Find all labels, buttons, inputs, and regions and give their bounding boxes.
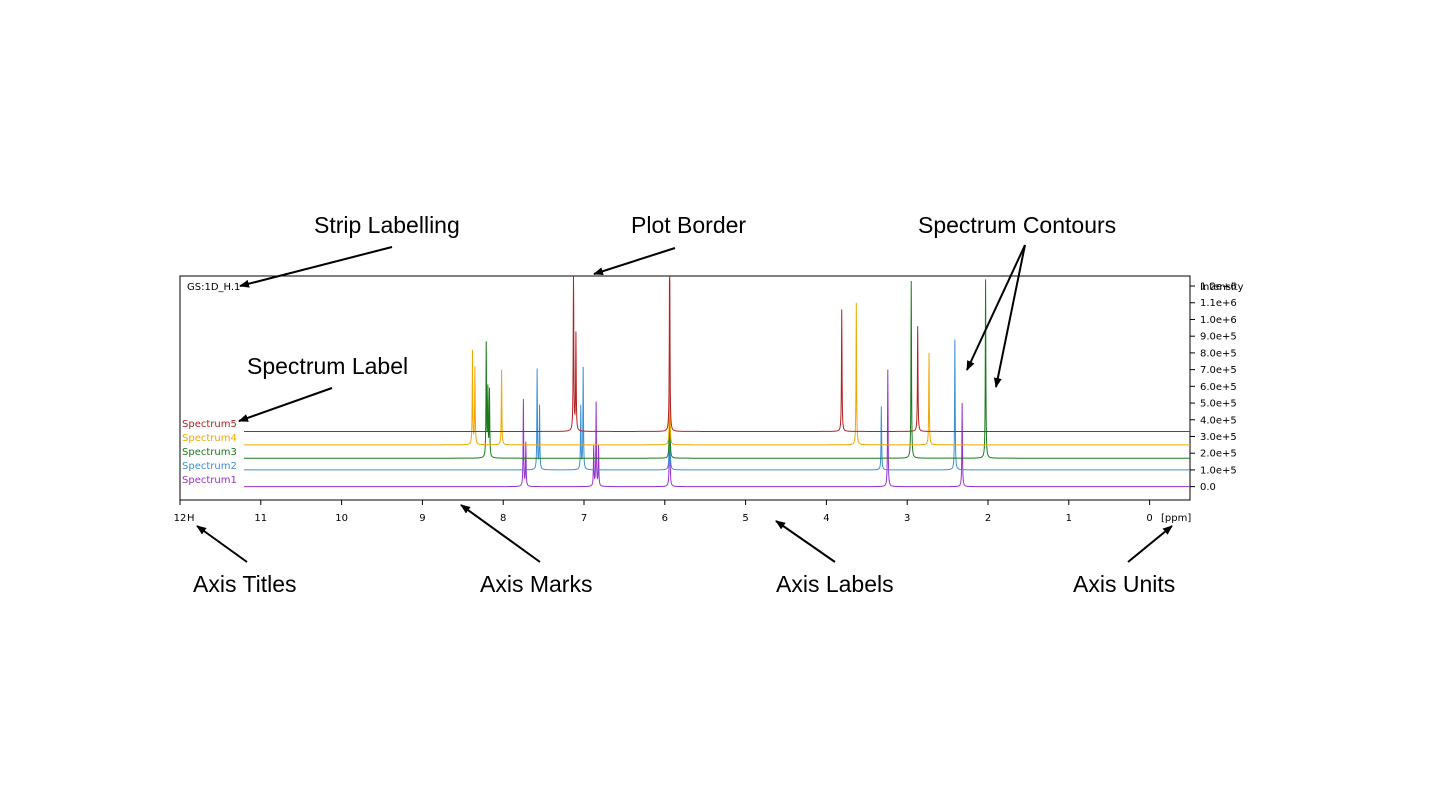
x-axis-unit: [ppm] — [1161, 513, 1191, 524]
callout-plot-border: Plot Border — [631, 212, 746, 238]
spectrum-label-5: Spectrum5 — [182, 419, 237, 430]
x-tick-label: 8 — [500, 513, 506, 524]
y-tick-label: 7.0e+5 — [1200, 365, 1237, 376]
y-tick-label: 4.0e+5 — [1200, 415, 1237, 426]
spectrum-trace-4 — [244, 302, 1190, 446]
x-axis-ticks: 12 11 10 9 8 7 6 5 4 3 2 1 0 — [174, 500, 1153, 524]
callout-spectrum-contours: Spectrum Contours — [918, 212, 1116, 238]
y-tick-label: 3.0e+5 — [1200, 432, 1237, 443]
y-tick-label: 1.2e+6 — [1200, 282, 1237, 293]
callout-strip-labelling: Strip Labelling — [314, 212, 460, 238]
x-tick-label: 1 — [1066, 513, 1072, 524]
callout-axis-labels: Axis Labels — [776, 571, 894, 597]
x-tick-label: 0 — [1146, 513, 1152, 524]
arrow-plot-border — [593, 247, 676, 276]
x-tick-label: 2 — [985, 513, 991, 524]
x-tick-label: 10 — [335, 513, 348, 524]
spectrum-trace-1 — [244, 369, 1190, 488]
y-tick-label: 0.0 — [1200, 482, 1216, 493]
arrow-spectrum-contours-2 — [993, 244, 1026, 388]
spectrum-labels: Spectrum1 Spectrum2 Spectrum3 Spectrum4 Spec… — [182, 419, 237, 486]
plot-border — [179, 275, 1191, 501]
callout-axis-units: Axis Units — [1073, 571, 1175, 597]
spectrum-trace-5 — [244, 275, 1190, 432]
x-tick-label: 6 — [662, 513, 668, 524]
callout-spectrum-label: Spectrum Label — [247, 353, 408, 379]
x-tick-label: 11 — [254, 513, 267, 524]
y-tick-label: 6.0e+5 — [1200, 382, 1237, 393]
y-axis-title: Intensity — [1200, 282, 1244, 293]
spectrum-label-4: Spectrum4 — [182, 433, 237, 444]
x-tick-label: 7 — [581, 513, 587, 524]
spectrum-label-2: Spectrum2 — [182, 461, 237, 472]
y-tick-label: 2.0e+5 — [1200, 449, 1237, 460]
arrow-axis-titles — [196, 525, 248, 563]
spectrum-trace-2 — [244, 339, 1190, 471]
arrow-axis-marks — [460, 504, 541, 563]
y-tick-label: 9.0e+5 — [1200, 332, 1237, 343]
spectra-group — [244, 275, 1190, 488]
y-tick-label: 1.0e+5 — [1200, 465, 1237, 476]
arrow-axis-labels — [775, 520, 836, 563]
arrow-strip-labelling — [239, 246, 393, 288]
y-tick-label: 1.0e+6 — [1200, 315, 1237, 326]
y-axis-ticks: 0.0 1.0e+5 2.0e+5 3.0e+5 4.0e+5 5.0e+5 6.0e+5 7… — [1190, 282, 1237, 493]
x-tick-label: 3 — [904, 513, 910, 524]
y-tick-label: 5.0e+5 — [1200, 399, 1237, 410]
spectrum-trace-3 — [244, 279, 1190, 459]
spectrum-label-1: Spectrum1 — [182, 475, 237, 486]
y-tick-label: 1.1e+6 — [1200, 298, 1237, 309]
spectrum-label-3: Spectrum3 — [182, 447, 237, 458]
x-tick-label: 4 — [823, 513, 829, 524]
arrow-spectrum-contours-1 — [966, 244, 1026, 371]
arrow-axis-units — [1127, 525, 1173, 563]
strip-label: GS:1D_H.1 — [187, 282, 240, 293]
x-tick-label: 5 — [742, 513, 748, 524]
x-tick-label: 9 — [419, 513, 425, 524]
callout-axis-marks: Axis Marks — [480, 571, 592, 597]
callout-axis-titles: Axis Titles — [193, 571, 297, 597]
arrow-spectrum-label — [238, 387, 333, 422]
x-axis-title: H — [187, 513, 195, 524]
x-tick-label: 12 — [174, 513, 187, 524]
y-tick-label: 8.0e+5 — [1200, 348, 1237, 359]
